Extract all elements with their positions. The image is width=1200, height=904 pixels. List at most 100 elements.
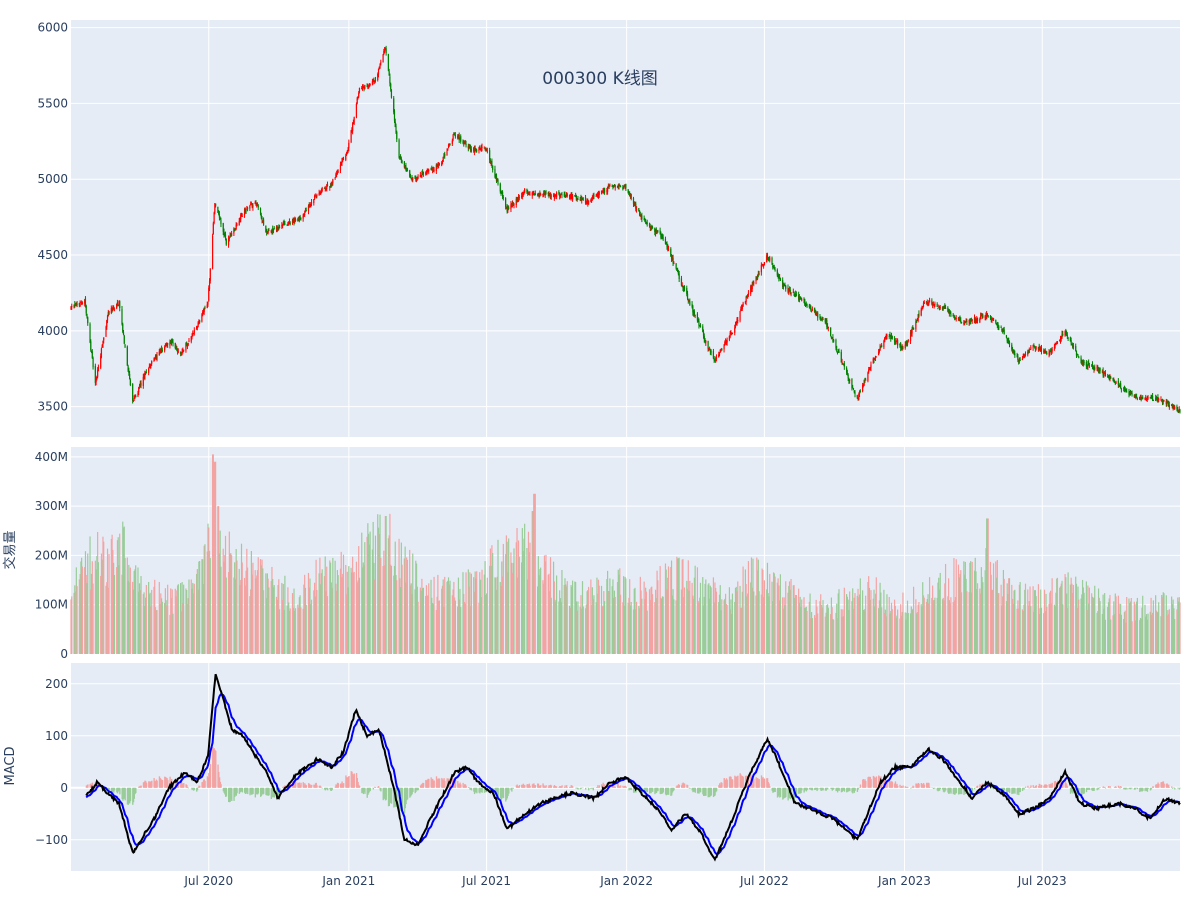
macd-hist-bar bbox=[599, 785, 600, 787]
volume-bar bbox=[433, 577, 434, 654]
candle-body bbox=[151, 361, 152, 364]
macd-hist-bar bbox=[220, 784, 221, 788]
candle-body bbox=[673, 263, 674, 264]
macd-hist-bar bbox=[695, 788, 696, 793]
volume-y-tick-label: 0 bbox=[60, 647, 68, 661]
candle-body bbox=[742, 303, 743, 306]
candle-body bbox=[121, 309, 122, 324]
volume-bar bbox=[220, 567, 221, 654]
macd-hist-bar bbox=[902, 785, 903, 787]
volume-bar bbox=[1137, 598, 1138, 654]
macd-hist-bar bbox=[1098, 788, 1099, 790]
candle-body bbox=[961, 322, 962, 323]
volume-bar bbox=[71, 596, 72, 654]
candle-body bbox=[687, 294, 688, 299]
volume-bar bbox=[332, 558, 333, 654]
candle-body bbox=[156, 355, 157, 360]
macd-hist-bar bbox=[370, 788, 371, 791]
candle-body bbox=[1025, 354, 1026, 355]
macd-hist-bar bbox=[1135, 788, 1136, 790]
macd-hist-bar bbox=[593, 788, 594, 791]
volume-bar bbox=[146, 585, 147, 654]
candle-body bbox=[1046, 353, 1047, 354]
candle-body bbox=[711, 351, 712, 352]
macd-hist-bar bbox=[620, 785, 621, 787]
volume-bar bbox=[151, 590, 152, 654]
macd-hist-bar bbox=[625, 787, 626, 788]
candle-body bbox=[780, 278, 781, 281]
macd-hist-bar bbox=[295, 782, 296, 788]
candle-body bbox=[860, 391, 861, 393]
candle-body bbox=[572, 196, 573, 199]
candle-body bbox=[322, 188, 323, 191]
volume-bar bbox=[577, 601, 578, 654]
volume-bar bbox=[1014, 590, 1015, 654]
candle-body bbox=[148, 369, 149, 373]
candle-body bbox=[492, 166, 493, 170]
macd-hist-bar bbox=[727, 780, 728, 788]
macd-hist-bar bbox=[1052, 783, 1053, 788]
candle-body bbox=[140, 383, 141, 385]
volume-bar bbox=[1020, 582, 1021, 654]
volume-bar bbox=[545, 555, 546, 654]
macd-hist-bar bbox=[215, 751, 216, 788]
candle-body bbox=[204, 307, 205, 308]
x-tick-label: Jul 2023 bbox=[1017, 874, 1067, 888]
candle-body bbox=[854, 392, 855, 394]
candle-body bbox=[519, 197, 520, 198]
candle-body bbox=[433, 170, 434, 171]
candle-body bbox=[364, 85, 365, 89]
macd-y-tick-label: 0 bbox=[60, 781, 68, 795]
candle-body bbox=[577, 199, 578, 200]
macd-hist-bar bbox=[940, 788, 941, 789]
candle-body bbox=[1126, 392, 1127, 393]
candle-body bbox=[1137, 398, 1138, 399]
volume-bar bbox=[679, 558, 680, 654]
macd-hist-bar bbox=[561, 785, 562, 787]
candle-body bbox=[444, 154, 445, 156]
volume-bar bbox=[737, 581, 738, 654]
macd-hist-bar bbox=[316, 785, 317, 788]
candle-body bbox=[529, 195, 530, 196]
macd-hist-bar bbox=[231, 788, 232, 801]
candle-body bbox=[979, 319, 980, 322]
macd-hist-bar bbox=[423, 783, 424, 788]
candle-body bbox=[503, 197, 504, 198]
macd-hist-bar bbox=[135, 788, 136, 793]
candle-body bbox=[937, 304, 938, 307]
volume-bar bbox=[844, 588, 845, 654]
candle-body bbox=[716, 357, 717, 359]
candle-body bbox=[213, 223, 214, 234]
volume-bar bbox=[87, 554, 88, 654]
candle-body bbox=[977, 318, 978, 321]
volume-bar bbox=[487, 578, 488, 654]
candle-body bbox=[327, 184, 328, 186]
candle-body bbox=[796, 294, 797, 295]
macd-hist-bar bbox=[1093, 788, 1094, 791]
macd-hist-bar bbox=[1174, 788, 1175, 790]
candle-body bbox=[867, 373, 868, 381]
candle-body bbox=[857, 395, 858, 397]
candle-body bbox=[822, 319, 823, 320]
macd-hist-bar bbox=[359, 786, 360, 788]
volume-bar bbox=[322, 569, 323, 654]
macd-hist-bar bbox=[580, 788, 581, 789]
candle-body bbox=[604, 188, 605, 192]
volume-bar bbox=[439, 600, 440, 654]
price-y-tick-label: 3500 bbox=[37, 400, 68, 414]
macd-hist-bar bbox=[931, 787, 932, 788]
macd-hist-bar bbox=[812, 788, 813, 791]
volume-bar bbox=[1041, 608, 1042, 654]
macd-hist-bar bbox=[929, 787, 930, 788]
macd-hist-bar bbox=[652, 788, 653, 792]
candle-body bbox=[785, 286, 786, 289]
price-y-tick-label: 6000 bbox=[37, 21, 68, 35]
volume-bar bbox=[727, 605, 728, 654]
candle-body bbox=[386, 48, 387, 53]
macd-hist-bar bbox=[647, 788, 648, 792]
macd-hist-bar bbox=[1067, 786, 1068, 788]
candle-body bbox=[540, 194, 541, 196]
volume-bar bbox=[647, 610, 648, 654]
candle-body bbox=[647, 222, 648, 224]
